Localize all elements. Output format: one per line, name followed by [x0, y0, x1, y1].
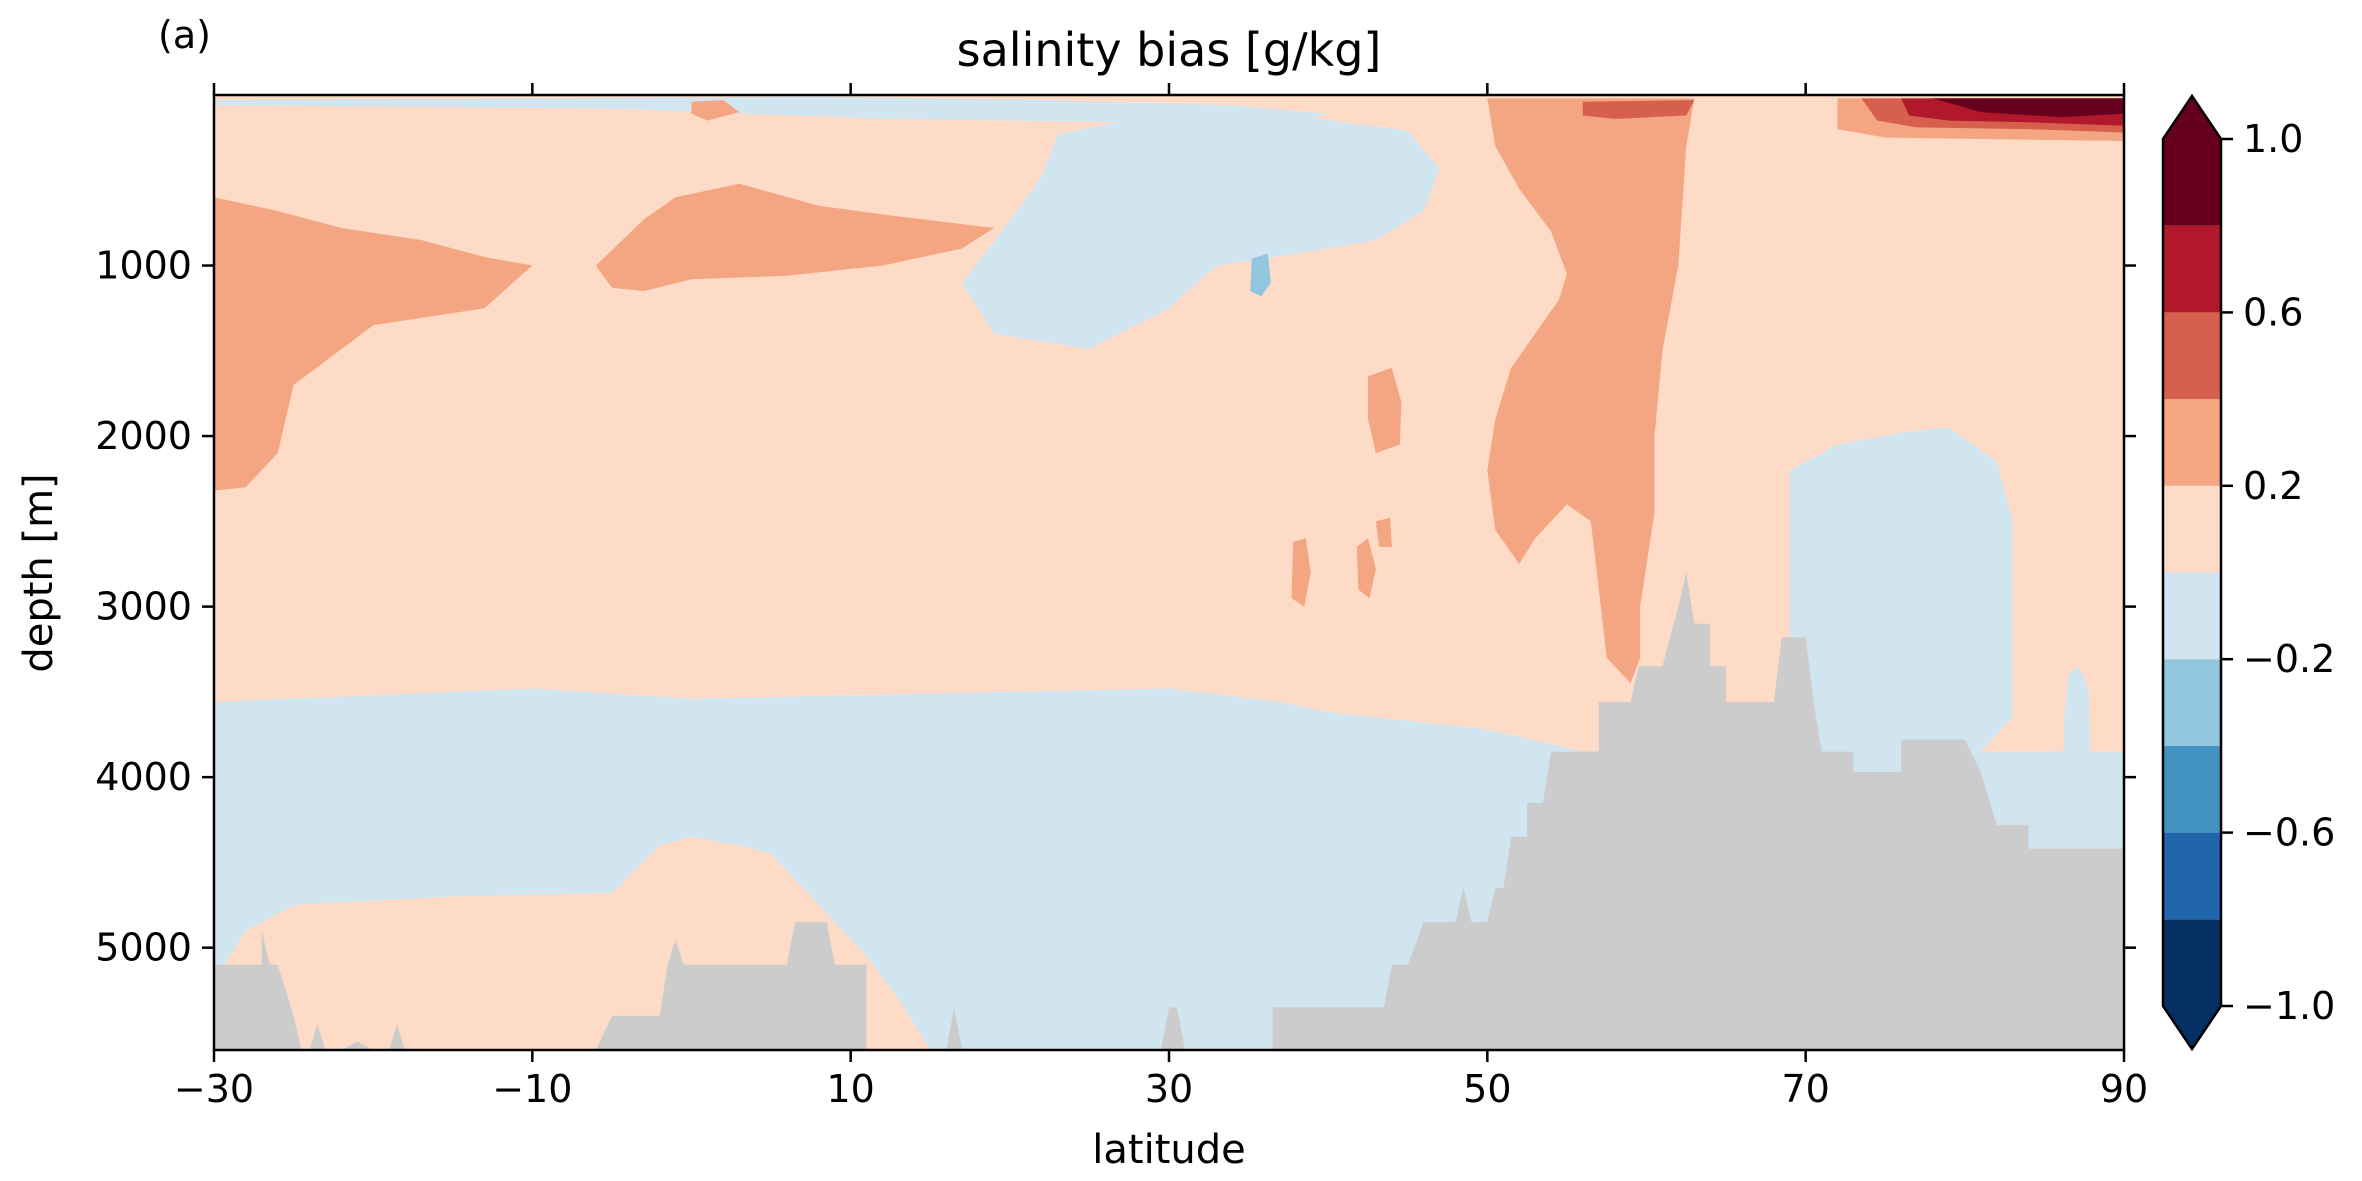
chart-title: salinity bias [g/kg]: [957, 23, 1382, 77]
y-tick-label: 5000: [95, 926, 192, 970]
negative-bias-tiny-lens: [1250, 253, 1271, 297]
y-tick-label: 1000: [95, 244, 192, 288]
colorbar-segment: [2163, 572, 2221, 660]
colorbar-tick-label: 0.2: [2243, 464, 2303, 508]
y-tick-label: 4000: [95, 755, 192, 799]
positive-bias-small-patch-d: [1375, 517, 1392, 547]
panel-label: (a): [158, 13, 211, 57]
colorbar-segment: [2163, 485, 2221, 573]
colorbar-segment: [2163, 745, 2221, 833]
colorbar-segment: [2163, 399, 2221, 486]
positive-bias-small-patch-e: [691, 100, 740, 121]
y-axis: 1000 2000 3000 4000 5000: [95, 244, 2136, 970]
positive-bias-small-patch-a: [1368, 367, 1402, 454]
colorbar-extend-max: [2163, 96, 2221, 139]
negative-bias-mid-latitude-lens: [962, 113, 1440, 350]
negative-bias-northern-deep: [1773, 427, 2013, 754]
x-tick-label: 30: [1145, 1067, 1193, 1111]
colorbar-tick-label: −0.2: [2243, 637, 2335, 681]
x-axis-label: latitude: [1092, 1127, 1245, 1173]
colorbar: 1.0 0.6 0.2 −0.2 −0.6 −1.0: [2161, 93, 2335, 1052]
x-tick-label: 70: [1781, 1067, 1829, 1111]
positive-bias-small-patch-b: [1291, 538, 1311, 607]
y-tick-label: 3000: [95, 585, 192, 629]
positive-bias-western-wedge: [214, 197, 533, 491]
colorbar-segment: [2163, 139, 2221, 226]
x-tick-label: −10: [492, 1067, 572, 1111]
positive-bias-surface-spot: [1582, 100, 1695, 119]
positive-bias-subtropical-patch: [596, 183, 994, 292]
colorbar-segment: [2163, 919, 2221, 1006]
y-tick-label: 2000: [95, 414, 192, 458]
seafloor-mask: [214, 572, 2124, 1050]
colorbar-segment: [2163, 225, 2221, 313]
positive-bias-arctic-extreme: [1933, 98, 2124, 118]
colorbar-segment: [2163, 312, 2221, 400]
plot-area: [212, 93, 2126, 1052]
x-tick-label: 50: [1463, 1067, 1511, 1111]
colorbar-tick-label: −0.6: [2243, 811, 2335, 855]
positive-bias-northern-column: [1487, 98, 1695, 684]
colorbar-tick-label: −1.0: [2243, 984, 2335, 1028]
colorbar-tick-label: 0.6: [2243, 290, 2303, 334]
colorbar-segment: [2163, 832, 2221, 920]
colorbar-extend-min: [2163, 1006, 2221, 1049]
x-tick-label: 10: [826, 1067, 874, 1111]
x-axis: −30 −10 10 30 50 70 90: [174, 83, 2148, 1111]
colorbar-segment: [2163, 659, 2221, 746]
negative-bias-small-sliver: [2063, 666, 2091, 837]
negative-bias-upper-band: [214, 96, 1329, 124]
bathymetry-layer: [214, 572, 2124, 1050]
x-tick-label: −30: [174, 1067, 254, 1111]
positive-bias-small-patch-c: [1356, 538, 1376, 599]
colorbar-tick-label: 1.0: [2243, 117, 2303, 161]
x-tick-label: 90: [2100, 1067, 2148, 1111]
y-axis-label: depth [m]: [16, 473, 62, 672]
